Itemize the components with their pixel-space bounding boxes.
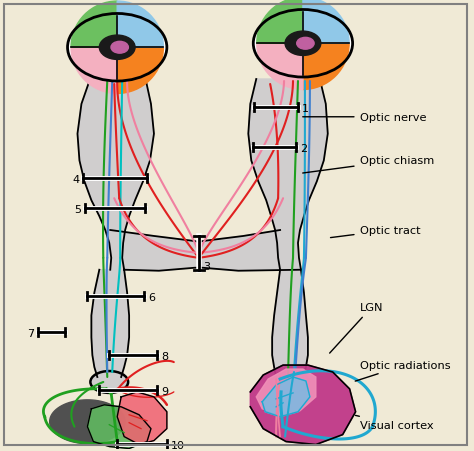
Wedge shape: [117, 48, 164, 94]
Polygon shape: [272, 270, 308, 377]
Wedge shape: [117, 2, 164, 48]
Text: LGN: LGN: [329, 303, 383, 353]
Text: 7: 7: [27, 329, 34, 339]
Ellipse shape: [91, 371, 128, 393]
Polygon shape: [91, 270, 129, 377]
Polygon shape: [110, 230, 301, 271]
Ellipse shape: [253, 10, 353, 78]
Polygon shape: [50, 400, 125, 444]
Ellipse shape: [271, 371, 309, 393]
Polygon shape: [250, 365, 356, 445]
Text: 6: 6: [148, 292, 155, 302]
Wedge shape: [257, 0, 303, 44]
Ellipse shape: [297, 38, 314, 50]
Text: 10: 10: [171, 440, 185, 450]
Text: 9: 9: [161, 386, 168, 396]
Wedge shape: [303, 44, 349, 90]
Polygon shape: [77, 82, 154, 270]
Polygon shape: [87, 405, 151, 449]
Text: Optic radiations: Optic radiations: [355, 360, 450, 381]
Text: 4: 4: [73, 175, 80, 185]
Text: 5: 5: [74, 205, 82, 215]
Wedge shape: [71, 48, 117, 94]
Text: 1: 1: [302, 104, 309, 114]
Polygon shape: [248, 80, 328, 270]
Wedge shape: [71, 2, 117, 48]
Text: Optic chiasm: Optic chiasm: [303, 156, 434, 174]
Ellipse shape: [100, 36, 135, 60]
Ellipse shape: [111, 42, 128, 54]
Text: Visual cortex: Visual cortex: [356, 415, 433, 430]
Text: 2: 2: [300, 143, 307, 153]
Polygon shape: [55, 405, 117, 445]
Ellipse shape: [285, 32, 321, 56]
Polygon shape: [256, 369, 316, 415]
Text: Optic tract: Optic tract: [330, 226, 420, 238]
Wedge shape: [257, 44, 303, 90]
Ellipse shape: [67, 14, 167, 82]
Text: 3: 3: [204, 261, 210, 271]
Polygon shape: [262, 377, 310, 417]
Text: 8: 8: [161, 351, 168, 361]
Polygon shape: [117, 392, 167, 445]
Text: Optic nerve: Optic nerve: [303, 112, 426, 123]
Wedge shape: [303, 0, 349, 44]
